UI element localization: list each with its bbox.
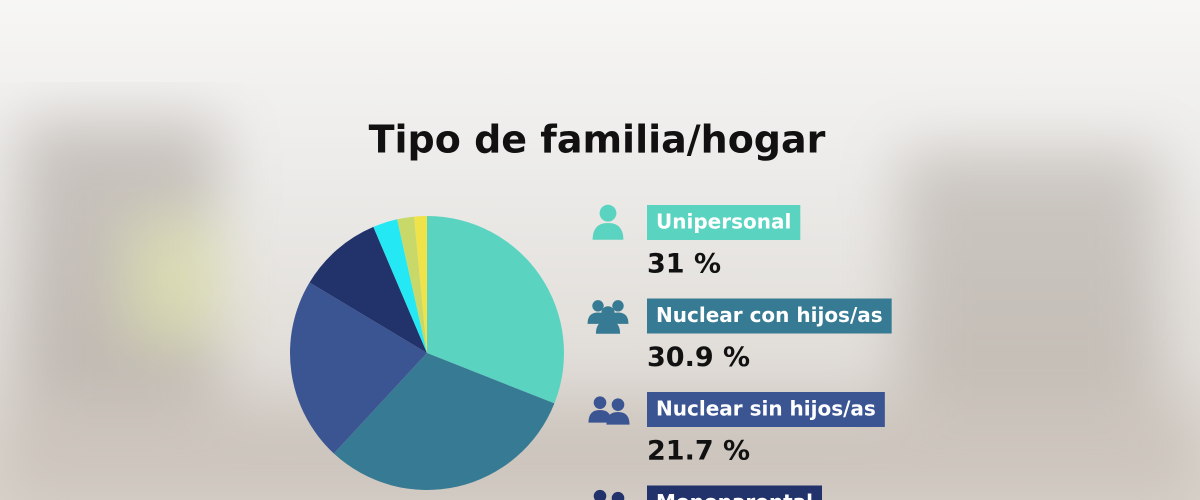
icon-head: [612, 300, 624, 312]
pie-slice: [333, 353, 555, 491]
icon-body: [592, 223, 624, 240]
legend-label-box: [647, 298, 892, 334]
legend-label-box: [647, 392, 885, 427]
legend-item: Nuclear con hijos/as 30.9 %: [587, 298, 892, 373]
icon-head: [599, 204, 617, 222]
legend-label: Nuclear sin hijos/as: [656, 397, 876, 421]
icon-head: [593, 489, 607, 500]
icon-head: [601, 306, 615, 320]
value-label: 21.7 %: [647, 436, 750, 467]
pie-slice: [290, 282, 427, 454]
pie-slice: [309, 226, 427, 353]
legend-label: Nuclear con hijos/as: [656, 303, 883, 327]
icon-body: [595, 320, 621, 334]
pie-slice: [414, 216, 427, 353]
legend-label: Monoparental: [656, 490, 813, 500]
legend-item: Monoparental: [593, 485, 823, 500]
pie-slice: [373, 219, 427, 353]
icon-body: [588, 410, 612, 423]
legend-label-box: [647, 485, 823, 500]
value-label: 31 %: [647, 249, 721, 280]
pie-slice: [397, 216, 427, 353]
pie: [290, 216, 564, 491]
icon-head: [593, 396, 607, 409]
pie-slice: [427, 216, 564, 404]
icon-head: [611, 398, 625, 411]
legend-item: Nuclear sin hijos/as 21.7 %: [588, 392, 885, 467]
legend-label: Unipersonal: [656, 210, 791, 234]
icon-head: [611, 491, 625, 500]
icon-body: [606, 412, 630, 425]
chart-title: Tipo de familia/hogar: [369, 118, 826, 162]
legend: Unipersonal 31 % Nuclear con hijos/as 30.9 …: [587, 204, 892, 500]
value-label: 30.9 %: [647, 342, 750, 373]
legend-label-box: [647, 205, 801, 240]
icon-head: [592, 300, 604, 312]
legend-item: Unipersonal 31 %: [592, 204, 801, 280]
